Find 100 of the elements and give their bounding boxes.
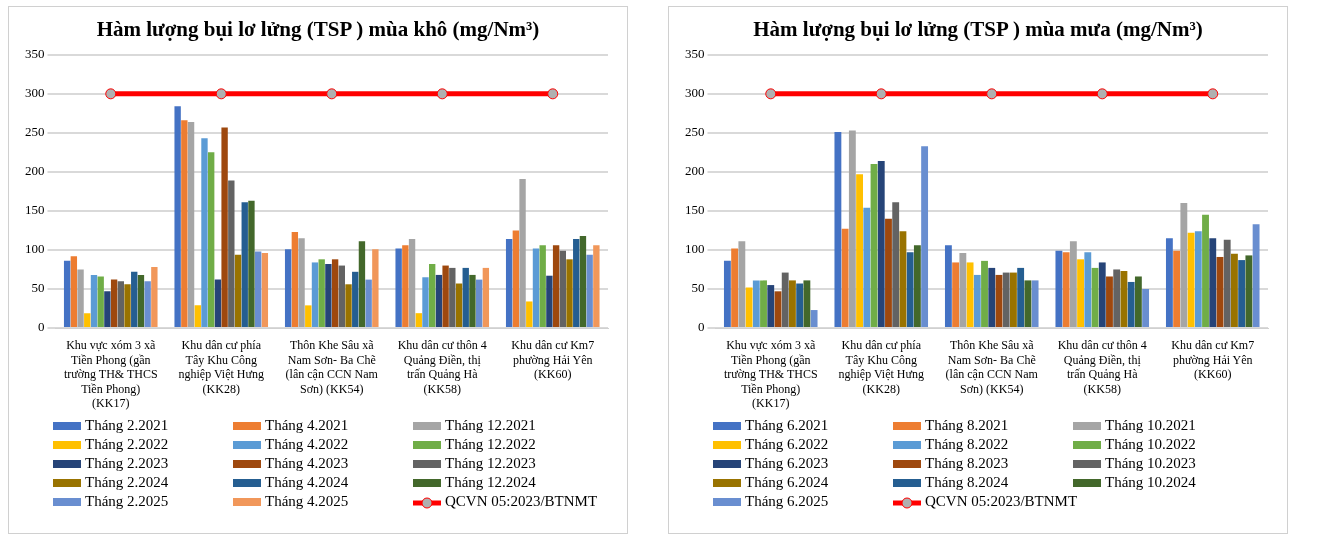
bar [745,287,753,327]
bar [959,253,967,327]
bar [318,259,325,327]
bar [1230,253,1238,327]
bar [877,160,885,327]
bar [966,262,974,327]
bar [834,132,842,327]
legend-label: Tháng 12.2022 [445,436,536,453]
bar [187,121,195,327]
legend-label: Tháng 8.2024 [925,474,1009,491]
bar [559,250,566,327]
bar [84,313,91,327]
bar [358,241,366,327]
bar [248,200,255,327]
legend-label: Tháng 4.2022 [265,436,349,453]
x-tick-label: Khu dân cư Km7 phường Hải Yên (KK60) [1171,338,1255,382]
legend-label: Tháng 2.2024 [85,474,169,491]
bar [1031,280,1039,327]
bar [586,254,593,327]
bar [1223,239,1231,327]
bar [201,138,208,327]
legend-label: Tháng 12.2023 [445,455,536,472]
bar [885,218,892,327]
bar [863,207,871,327]
bar [1120,271,1128,327]
y-tick-label: 200 [685,163,705,179]
bar [803,280,811,327]
bar [345,284,352,327]
bar [174,106,181,327]
bar [1202,214,1209,327]
bar [435,274,443,327]
bar [1002,272,1010,327]
bar [752,280,760,327]
bar [462,267,469,327]
bar [810,310,818,327]
bar [760,280,767,327]
bar [234,254,242,327]
x-tick-label: Khu dân cư thôn 4 Quảng Điền, thị trấn Quảng Hà (KK58) [397,338,487,396]
bar [1165,238,1173,327]
bar [796,283,804,327]
legend-label: Tháng 4.2021 [265,417,349,434]
bar [331,259,339,327]
bar [214,279,222,327]
y-tick-label: 200 [25,163,45,179]
bar [731,248,739,327]
bar [512,230,520,327]
y-tick-label: 0 [698,319,705,335]
legend-label: Tháng 10.2024 [1105,474,1196,491]
bar [254,251,262,327]
bar [110,279,118,327]
y-tick-label: 350 [25,46,45,62]
bar [1017,267,1025,327]
bar [291,231,299,327]
bar [1084,252,1092,327]
bar [988,267,996,327]
bar [906,252,914,327]
bar [532,248,540,327]
bar [546,275,553,327]
legend-label: Tháng 2.2021 [85,417,169,434]
legend-label: Tháng 6.2021 [745,417,829,434]
bar [241,202,248,327]
bar [298,238,305,327]
bar [70,256,78,327]
x-tick-label: Khu dân cư phía Tây Khu Công nghiệp Việt Hưng (KK28) [838,338,925,396]
bar [429,263,436,327]
bar [455,283,463,327]
bar [395,248,402,327]
bar [552,245,560,327]
bar [913,245,921,327]
y-tick-label: 150 [25,202,45,218]
bar [90,274,98,327]
y-tick-label: 50 [691,280,705,296]
bar [261,253,269,327]
legend-label: QCVN 05:2023/BTNMT [445,493,598,510]
y-tick-label: 300 [25,85,45,101]
bar [365,279,372,327]
bar [228,180,235,327]
legend-label: Tháng 10.2021 [1105,417,1196,434]
bar [352,271,359,327]
bar [422,277,429,327]
bar [1187,232,1195,327]
bar [1077,259,1085,327]
bar [899,231,907,327]
legend-label: Tháng 8.2022 [925,436,1009,453]
bar [1055,250,1063,327]
bar [325,263,332,327]
bar [137,274,145,327]
bar [181,120,188,327]
bar [284,249,292,327]
bar [63,260,71,327]
bar [97,276,104,327]
legend-label: Tháng 12.2021 [445,417,536,434]
bar [1062,252,1070,327]
bar [104,291,111,327]
x-tick-label: Khu dân cư thôn 4 Quảng Điền, thị trấn Quảng Hà (KK58) [1057,338,1147,396]
bar [1024,280,1032,327]
legend-label: Tháng 6.2023 [745,455,829,472]
chart-title: Hàm lượng bụi lơ lửng (TSP ) mùa khô (mg/Nm³) [96,17,540,42]
legend-label: Tháng 10.2022 [1105,436,1196,453]
bar [311,262,319,327]
